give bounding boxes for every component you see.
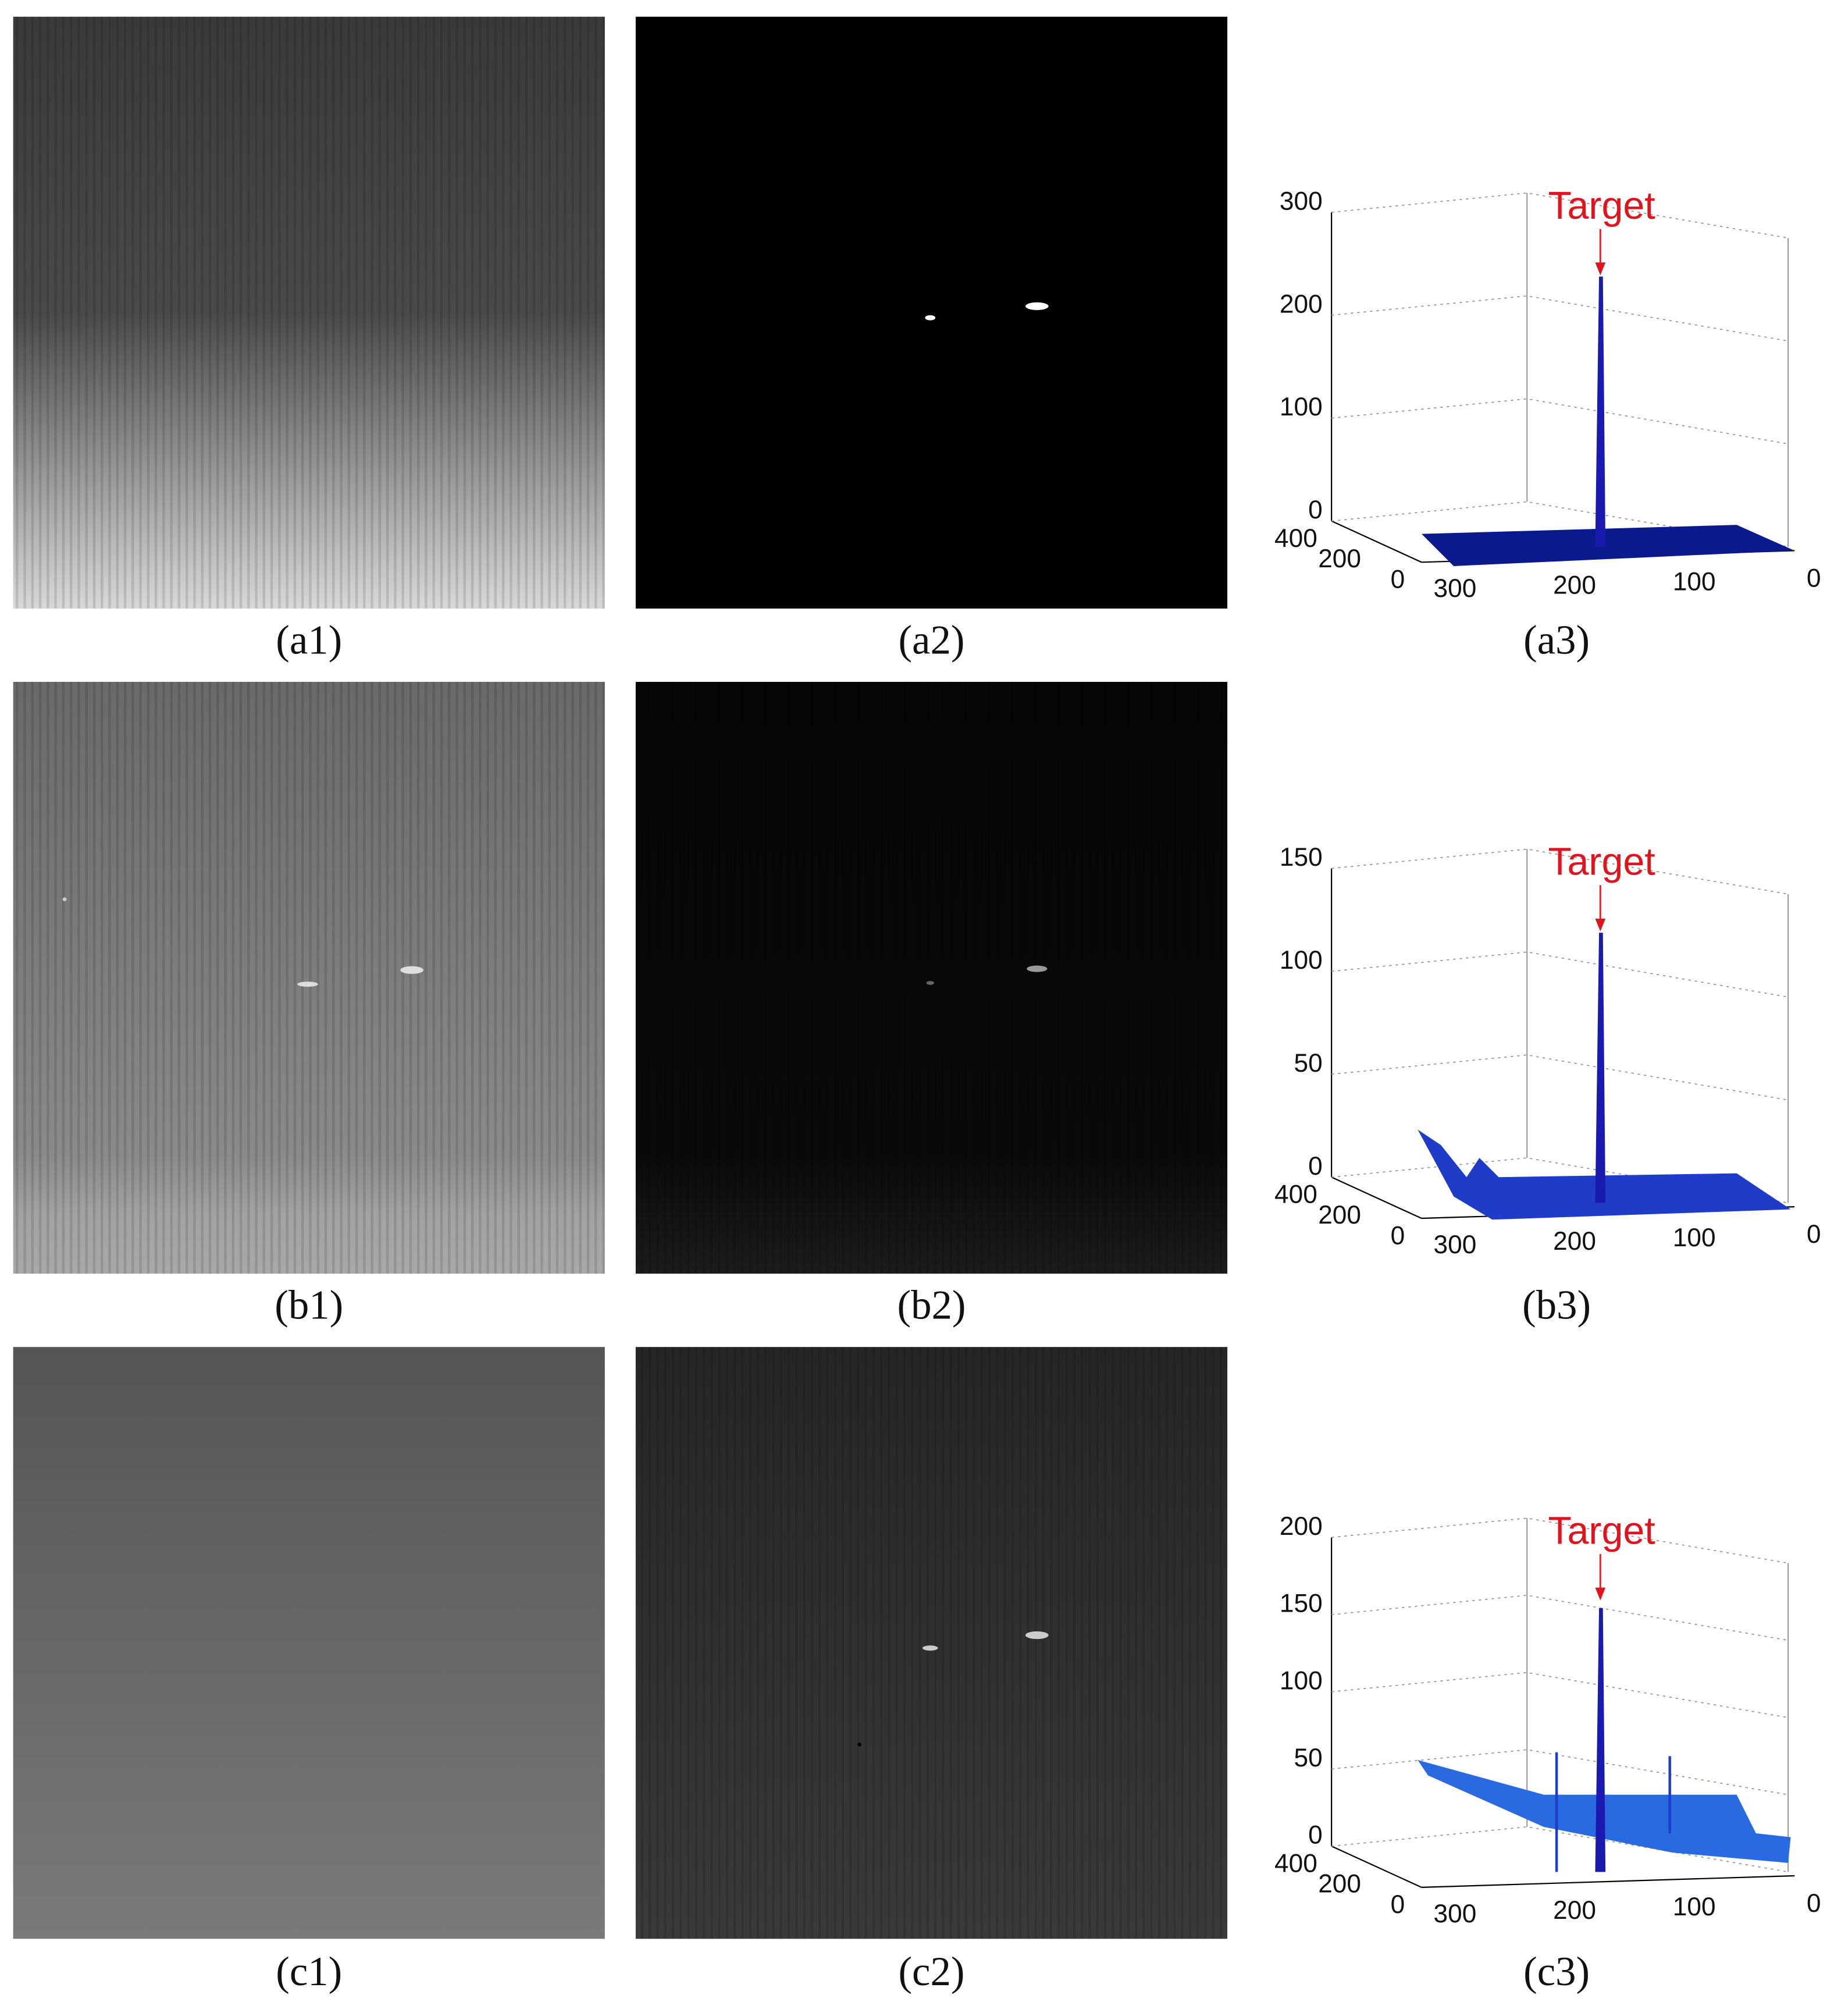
- arrow-head: [1595, 1587, 1606, 1601]
- grid-line: [1331, 1826, 1789, 1873]
- caption: (c1): [276, 1949, 342, 1994]
- y-tick-label: 400: [1274, 1181, 1317, 1209]
- z-tick-label: 0: [1308, 1152, 1323, 1181]
- image-a2: [635, 16, 1228, 609]
- x-tick-label: 300: [1434, 1900, 1477, 1928]
- image-c1: [13, 1347, 605, 1939]
- caption: (b1): [275, 1283, 343, 1328]
- grid-line: [1331, 951, 1789, 998]
- x-tick-label: 100: [1673, 1224, 1716, 1252]
- y-tick-label: 200: [1318, 1870, 1361, 1898]
- caption: (c3): [1523, 1949, 1590, 1994]
- peak: [1595, 276, 1606, 547]
- grid-line: [1331, 398, 1789, 445]
- surface: [1418, 1129, 1791, 1220]
- y-tick-label: 200: [1318, 545, 1361, 573]
- annotation: Target: [1548, 184, 1655, 227]
- image-a1: [13, 16, 605, 609]
- image-c2: [635, 1347, 1228, 1939]
- y-tick-label: 200: [1318, 1201, 1361, 1229]
- y-tick-label: 0: [1391, 566, 1405, 594]
- y-tick-label: 0: [1391, 1221, 1405, 1250]
- z-tick-label: 200: [1280, 290, 1323, 318]
- z-tick-label: 200: [1280, 1512, 1323, 1541]
- x-tick-label: 200: [1553, 571, 1596, 599]
- z-tick-label: 100: [1280, 1666, 1323, 1695]
- z-tick-label: 300: [1280, 187, 1323, 215]
- annotation: Target: [1548, 841, 1655, 884]
- grid-line: [1331, 1672, 1789, 1718]
- z-tick-label: 150: [1280, 843, 1323, 872]
- grid-line: [1331, 1749, 1789, 1795]
- axis-line: [1331, 520, 1422, 563]
- z-tick-label: 0: [1308, 496, 1323, 524]
- image-b1: [13, 681, 605, 1274]
- z-tick-label: 100: [1280, 393, 1323, 421]
- grid-line: [1331, 848, 1789, 895]
- z-tick-label: 50: [1294, 1049, 1322, 1078]
- axis-line: [1331, 1846, 1422, 1888]
- caption: (a2): [899, 617, 965, 663]
- z-tick-label: 50: [1294, 1744, 1322, 1772]
- surface: [1421, 525, 1795, 566]
- x-tick-label: 100: [1673, 1893, 1716, 1921]
- grid-line: [1331, 1054, 1789, 1101]
- axis-line: [1421, 1875, 1795, 1888]
- peak: [1595, 933, 1606, 1203]
- x-tick-label: 0: [1807, 564, 1821, 592]
- grid-line: [1331, 1517, 1789, 1564]
- y-tick-label: 400: [1274, 524, 1317, 553]
- z-tick-label: 0: [1308, 1821, 1323, 1850]
- caption: (a3): [1523, 617, 1590, 663]
- y-tick-label: 400: [1274, 1849, 1317, 1878]
- image-b2: [635, 681, 1228, 1274]
- x-tick-label: 300: [1434, 1231, 1477, 1259]
- z-tick-label: 100: [1280, 946, 1323, 975]
- x-tick-label: 0: [1807, 1220, 1821, 1249]
- grid-line: [1331, 295, 1789, 342]
- x-tick-label: 100: [1673, 567, 1716, 596]
- x-tick-label: 0: [1807, 1889, 1821, 1918]
- x-tick-label: 200: [1553, 1896, 1596, 1925]
- peak: [1595, 1608, 1606, 1872]
- caption: (b3): [1522, 1283, 1591, 1328]
- z-tick-label: 150: [1280, 1590, 1323, 1618]
- caption: (a1): [276, 617, 342, 663]
- caption: (b2): [898, 1283, 966, 1328]
- caption: (c2): [899, 1949, 965, 1994]
- arrow-head: [1595, 918, 1606, 931]
- grid-line: [1331, 192, 1789, 239]
- grid-line: [1331, 1595, 1789, 1641]
- axis-line: [1331, 1176, 1422, 1219]
- annotation: Target: [1548, 1509, 1655, 1552]
- y-tick-label: 0: [1391, 1890, 1405, 1919]
- x-tick-label: 300: [1434, 574, 1477, 603]
- arrow-head: [1595, 262, 1606, 276]
- x-tick-label: 200: [1553, 1227, 1596, 1256]
